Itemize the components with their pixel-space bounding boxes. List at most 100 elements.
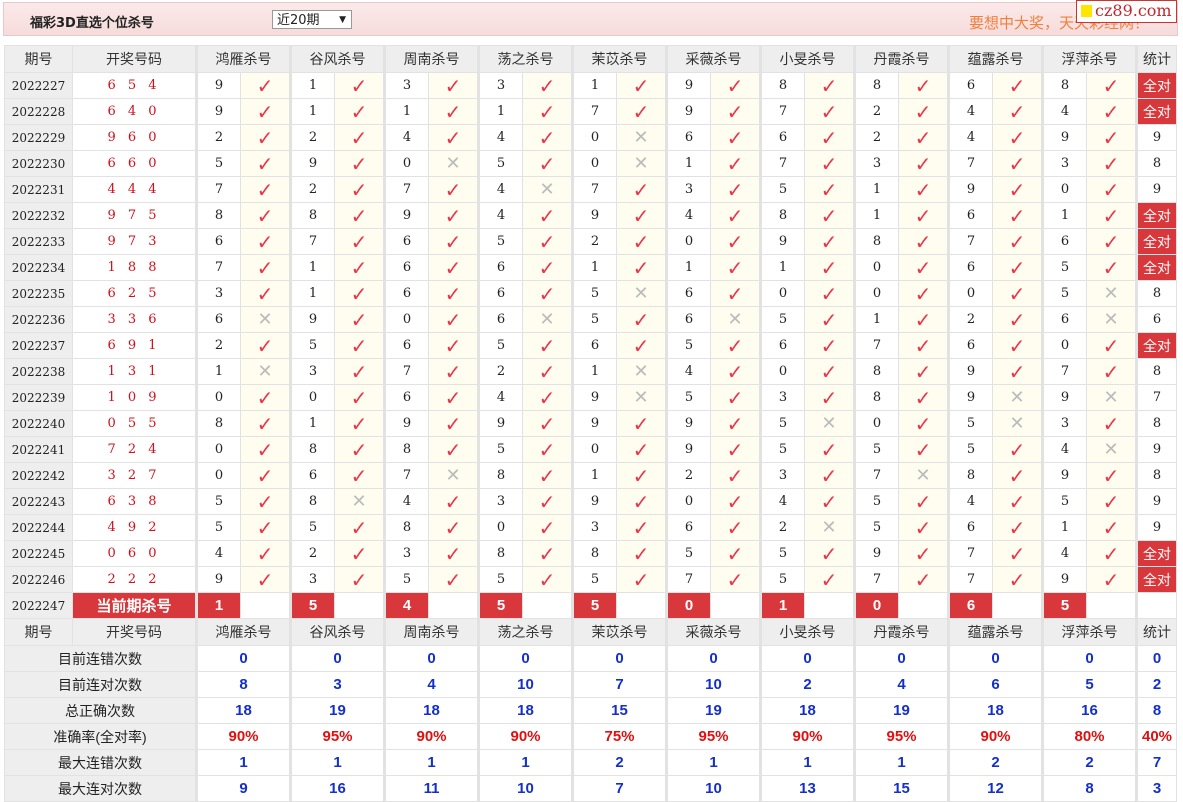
stats-value: 90% [759,723,855,750]
site-logo[interactable]: cz89.com [1076,0,1177,23]
table-row: 2022235 6 2 5 3 ✓ 1 ✓ 6 ✓ 6 ✓ 5 ✕ 6 ✓ 0 ✓ 0 ✓ 0 ✓ 5 ✕ 8 [4,280,1177,307]
cross-icon: ✕ [898,462,949,489]
column-header-stat: 统计 [1135,618,1177,646]
check-icon: ✓ [804,228,855,255]
check-icon: ✓ [804,176,855,203]
draw-number-cell: 9 6 0 [72,124,197,151]
kill-number-cell: 8 [853,358,899,385]
kill-number-cell: 5 [947,436,993,463]
stats-value: 90% [947,723,1043,750]
kill-number-cell: 0 [665,228,711,255]
check-icon: ✓ [898,150,949,177]
check-icon: ✓ [616,228,667,255]
cross-icon: ✕ [992,384,1043,411]
check-icon: ✓ [1086,332,1137,359]
kill-number-cell: 5 [665,540,711,567]
check-icon: ✓ [1086,98,1137,125]
check-icon: ✓ [240,540,291,567]
cross-icon: ✕ [616,384,667,411]
stats-value: 3 [289,671,385,698]
check-icon: ✓ [992,514,1043,541]
kill-number-cell: 4 [665,358,711,385]
kill-number-cell: 9 [383,202,429,229]
kill-number-cell: 0 [383,150,429,177]
column-header-killer: 鸿雁杀号 [195,45,291,73]
kill-number-cell: 6 [383,332,429,359]
kill-number-cell: 6 [477,280,523,307]
stats-value: 0 [571,645,667,672]
kill-number-cell: 9 [947,384,993,411]
check-icon: ✓ [992,332,1043,359]
kill-number-cell: 5 [571,566,617,593]
stats-value: 0 [289,645,385,672]
kill-number-cell: 0 [289,384,335,411]
row-stat-cell: 7 [1135,384,1177,411]
kill-number-cell: 2 [195,124,241,151]
check-icon: ✓ [334,566,385,593]
stats-value: 10 [477,671,573,698]
kill-number-cell: 8 [289,436,335,463]
kill-number-cell: 9 [289,150,335,177]
check-icon: ✓ [428,280,479,307]
cross-icon: ✕ [240,358,291,385]
stats-value: 80% [1041,723,1137,750]
current-label: 当前期杀号 [72,592,197,619]
check-icon: ✓ [898,540,949,567]
kill-number-cell: 6 [195,228,241,255]
kill-number-cell: 6 [195,306,241,333]
cross-icon: ✕ [428,150,479,177]
kill-number-cell: 1 [1041,202,1087,229]
check-icon: ✓ [616,514,667,541]
stats-value: 13 [759,775,855,802]
row-stat-cell: 9 [1135,488,1177,515]
header-row: 期号 开奖号码 鸿雁杀号 谷风杀号 周南杀号 荡之杀号 茉苡杀号 采薇杀号 小旻杀号 丹霞杀号 蕴露… [4,618,1177,646]
check-icon: ✓ [240,124,291,151]
check-icon: ✓ [992,228,1043,255]
period-select[interactable]: 近20期 ▼ [272,10,352,29]
kill-number-cell: 5 [477,436,523,463]
cross-icon: ✕ [710,306,761,333]
draw-number-cell: 7 2 4 [72,436,197,463]
check-icon: ✓ [898,332,949,359]
kill-number-cell: 0 [853,410,899,437]
cross-icon: ✕ [240,306,291,333]
period-cell: 2022235 [4,280,73,307]
column-header-killer: 浮萍杀号 [1041,618,1137,646]
check-icon: ✓ [898,202,949,229]
check-icon: ✓ [522,514,573,541]
column-header-killer: 谷风杀号 [289,45,385,73]
check-icon: ✓ [240,72,291,99]
check-icon: ✓ [334,410,385,437]
kill-number-cell: 5 [571,306,617,333]
stats-value: 18 [383,697,479,724]
check-icon: ✓ [710,410,761,437]
draw-number-cell: 3 3 6 [72,306,197,333]
check-icon: ✓ [710,462,761,489]
kill-number-cell: 6 [383,228,429,255]
kill-number-cell: 7 [947,540,993,567]
check-icon: ✓ [240,514,291,541]
check-icon: ✓ [522,254,573,281]
period-cell: 2022234 [4,254,73,281]
check-icon: ✓ [428,228,479,255]
kill-number-cell: 2 [477,358,523,385]
period-cell: 2022230 [4,150,73,177]
kill-number-cell: 6 [947,254,993,281]
check-icon: ✓ [616,540,667,567]
stats-value: 2 [947,749,1043,776]
stats-value: 0 [759,645,855,672]
logo-text: cz89.com [1095,1,1172,20]
check-icon: ✓ [428,332,479,359]
period-cell: 2022240 [4,410,73,437]
kill-number-cell: 0 [195,384,241,411]
check-icon: ✓ [898,280,949,307]
period-cell: 2022247 [4,592,73,619]
kill-number-cell: 9 [1041,462,1087,489]
check-icon: ✓ [428,72,479,99]
check-icon: ✓ [992,306,1043,333]
kill-number-cell: 8 [383,514,429,541]
empty-cell [616,592,667,619]
table-row: 2022232 9 7 5 8 ✓ 8 ✓ 9 ✓ 4 ✓ 9 ✓ 4 ✓ 8 ✓ 1 ✓ 6 ✓ 1 ✓ 全对 [4,202,1177,229]
kill-number-cell: 4 [1041,436,1087,463]
current-kill-number: 6 [947,592,993,619]
